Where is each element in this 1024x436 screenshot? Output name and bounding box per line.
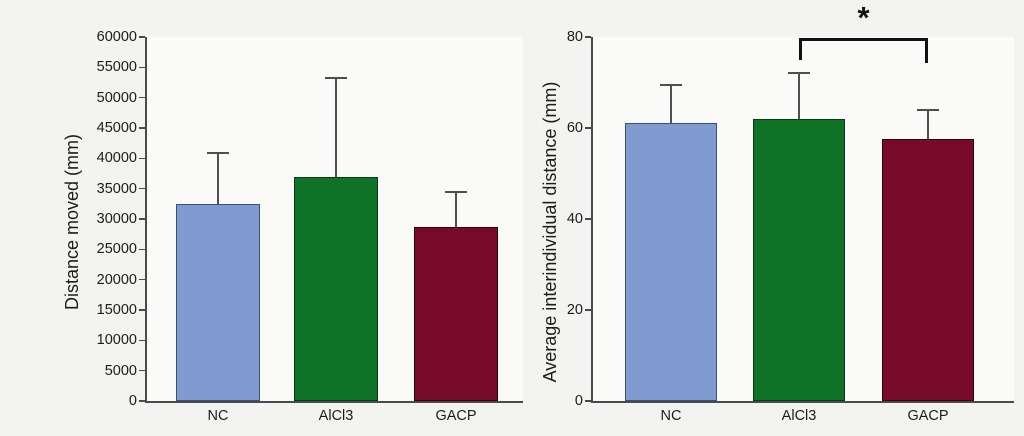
x-tick-label-AlCl3: AlCl3 [781,408,817,424]
y-tick-mark [585,309,591,311]
y-tick-mark [139,157,145,160]
y-tick-label: 20000 [96,271,137,288]
y-tick-label: 35000 [96,180,137,197]
y-tick-mark [139,369,145,372]
error-bar-cap-GACP [917,108,939,111]
error-bar-line-AlCl3 [335,78,337,177]
y-tick-mark [139,187,145,190]
x-tick-label-NC: NC [660,408,682,424]
bar-GACP [882,139,974,401]
y-tick-mark [139,278,145,281]
significance-bracket-top [799,38,928,41]
x-axis-line [591,401,1014,403]
y-tick-mark [585,127,591,129]
y-tick-label: 80 [566,29,583,45]
y-tick-mark [139,218,145,220]
bar-AlCl3 [294,176,378,401]
y-tick-label: 15000 [96,302,137,318]
y-tick-mark [139,339,145,342]
error-bar-line-GACP [455,191,457,227]
y-tick-label: 0 [128,393,137,409]
y-tick-mark [139,96,145,99]
error-bar-cap-NC [660,83,682,86]
y-tick-label: 30000 [96,211,137,227]
y-tick-label: 40000 [96,150,137,167]
error-bar-line-NC [217,153,219,204]
y-tick-label: 25000 [96,241,137,258]
y-tick-mark [139,309,145,311]
y-tick-label: 0 [574,393,583,409]
y-tick-mark [139,248,145,251]
y-axis-line [145,37,147,401]
y-axis-line [591,37,593,401]
error-bar-cap-AlCl3 [325,77,347,80]
x-tick-label-GACP: GACP [907,408,949,424]
error-bar-cap-NC [207,152,229,155]
y-tick-label: 40 [566,211,583,227]
significance-bracket-right [925,38,928,63]
y-tick-label: 5000 [104,362,137,379]
y-tick-label: 20 [566,302,583,318]
y-tick-mark [139,127,145,129]
y-tick-label: 55000 [96,59,137,76]
bar-GACP [414,226,498,401]
y-tick-mark [139,36,145,38]
y-tick-mark [585,218,591,220]
bar-NC [625,123,717,401]
error-bar-cap-GACP [445,190,467,193]
y-tick-label: 10000 [96,332,137,349]
x-tick-label-AlCl3: AlCl3 [318,408,354,424]
y-tick-mark [139,400,145,402]
error-bar-line-NC [670,84,672,124]
y-tick-mark [585,36,591,38]
y-tick-label: 45000 [96,120,137,136]
right-y-axis-label: Average interindividual distance (mm) [540,81,560,383]
y-tick-label: 60000 [96,29,137,45]
x-tick-label-NC: NC [207,408,229,424]
error-bar-cap-AlCl3 [788,72,810,75]
y-tick-mark [139,66,145,69]
y-tick-label: 50000 [96,89,137,106]
bar-NC [176,203,260,401]
x-axis-line [145,401,523,403]
y-tick-label: 60 [566,120,583,136]
significance-bracket-left [799,38,802,60]
bar-AlCl3 [753,118,845,401]
y-tick-mark [585,400,591,402]
x-tick-label-GACP: GACP [435,408,477,424]
error-bar-line-GACP [927,109,929,140]
significance-asterisk: * [857,0,870,35]
error-bar-line-AlCl3 [798,73,800,119]
